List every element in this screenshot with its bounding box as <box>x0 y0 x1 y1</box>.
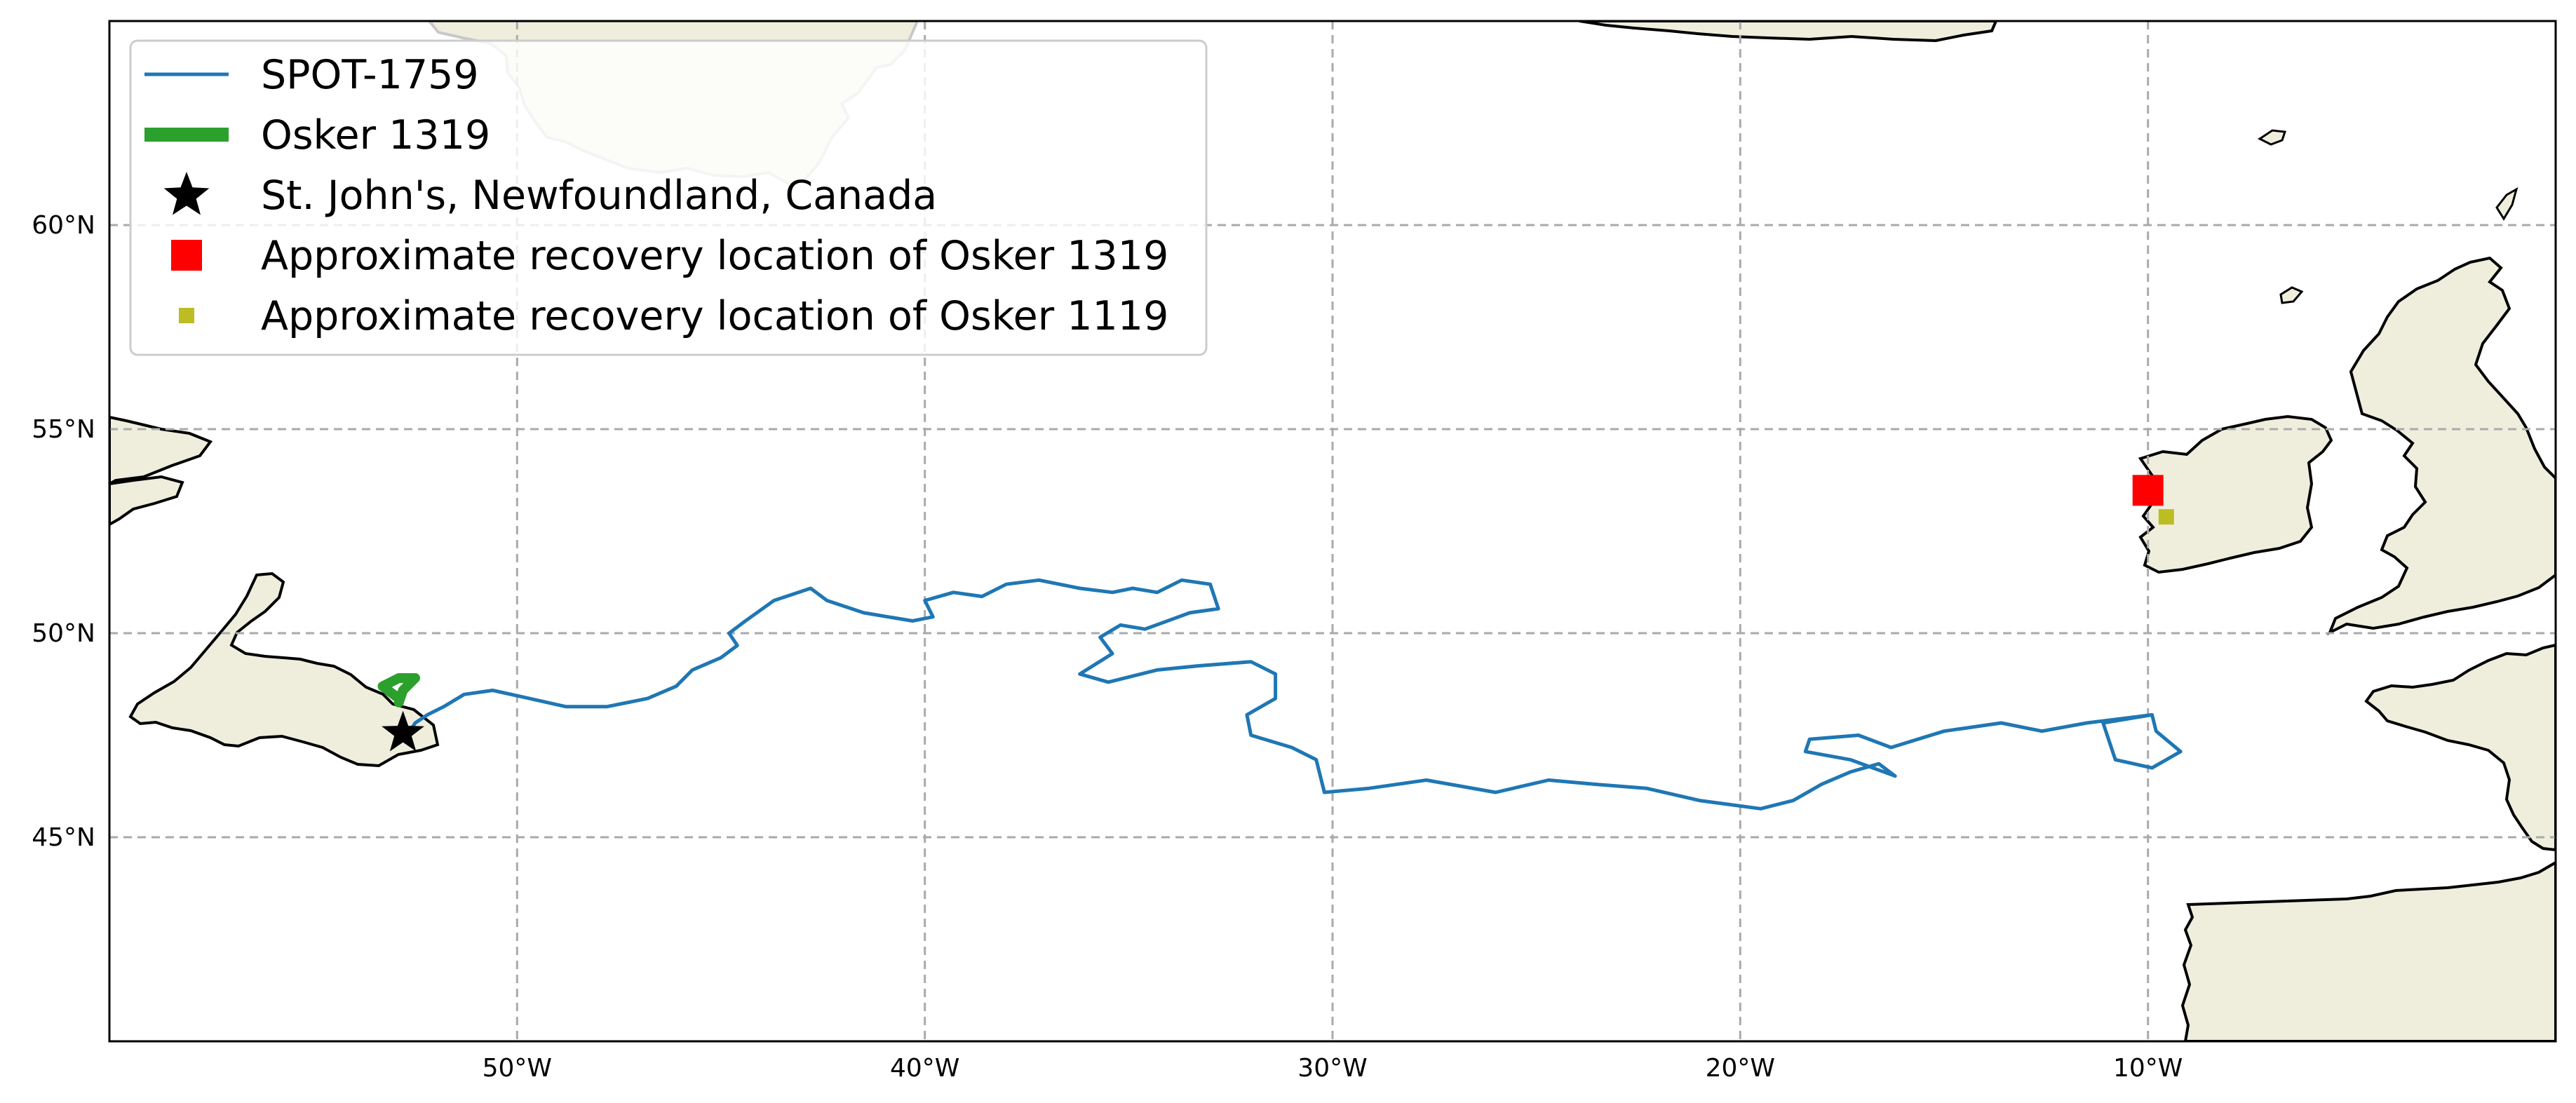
star-marker-icon <box>163 172 210 215</box>
legend-entry-recovery-1119: Approximate recovery location of Osker 1… <box>179 293 1168 339</box>
map-frame <box>108 20 2557 1043</box>
lon-tick-label: 50°W <box>483 1054 552 1083</box>
legend-label: Osker 1319 <box>261 112 490 158</box>
legend-box <box>129 39 1208 356</box>
great-britain-landmass <box>2327 256 2556 636</box>
land-layer <box>109 21 2556 1041</box>
small-square-marker-icon <box>179 308 194 323</box>
legend-label: Approximate recovery location of Osker 1… <box>261 293 1168 339</box>
lat-tick-label: 45°N <box>32 823 95 852</box>
lat-tick-label: 50°N <box>32 619 95 648</box>
legend-entry-spot-1759: SPOT-1759 <box>144 52 479 98</box>
lon-tick-label: 10°W <box>2113 1054 2183 1083</box>
markers-layer <box>382 475 2174 752</box>
legend-entry-recovery-1319: Approximate recovery location of Osker 1… <box>171 233 1168 279</box>
ireland-landmass <box>2138 414 2333 574</box>
lat-tick-labels: 45°N 50°N 55°N 60°N <box>32 211 95 852</box>
recovery-osker-1119-marker <box>2158 509 2174 525</box>
track-osker-1319 <box>377 673 420 708</box>
st-johns-star-marker <box>382 710 424 752</box>
legend-label: St. John's, Newfoundland, Canada <box>261 172 937 219</box>
square-marker-icon <box>171 240 202 271</box>
lon-tick-label: 30°W <box>1297 1054 1367 1083</box>
hebrides-islands <box>2279 286 2304 304</box>
lon-tick-label: 20°W <box>1706 1054 1775 1083</box>
newfoundland-island <box>128 571 440 768</box>
lon-tick-label: 40°W <box>890 1054 959 1083</box>
iceland-landmass <box>1579 21 1998 43</box>
recovery-osker-1319-marker <box>2132 475 2164 506</box>
legend-label: SPOT-1759 <box>261 52 479 98</box>
lat-tick-label: 60°N <box>32 211 95 240</box>
lat-tick-label: 55°N <box>32 415 95 444</box>
legend: SPOT-1759 Osker 1319 St. John's, Newfoun… <box>129 39 1208 356</box>
track-spot-1759 <box>405 578 2183 811</box>
newfoundland-landmass <box>109 415 213 486</box>
iberia-landmass <box>2180 860 2556 1041</box>
labrador-coast <box>109 475 184 527</box>
legend-entry-osker-1319: Osker 1319 <box>144 112 490 158</box>
legend-entry-st-johns: St. John's, Newfoundland, Canada <box>163 172 937 219</box>
faroe-islands <box>2258 129 2287 146</box>
legend-label: Approximate recovery location of Osker 1… <box>261 233 1168 279</box>
france-landmass <box>2364 643 2556 852</box>
tracks-layer <box>377 578 2183 811</box>
lon-tick-labels: 50°W 40°W 30°W 20°W 10°W <box>483 1054 2183 1083</box>
shetland-islands <box>2495 187 2518 221</box>
